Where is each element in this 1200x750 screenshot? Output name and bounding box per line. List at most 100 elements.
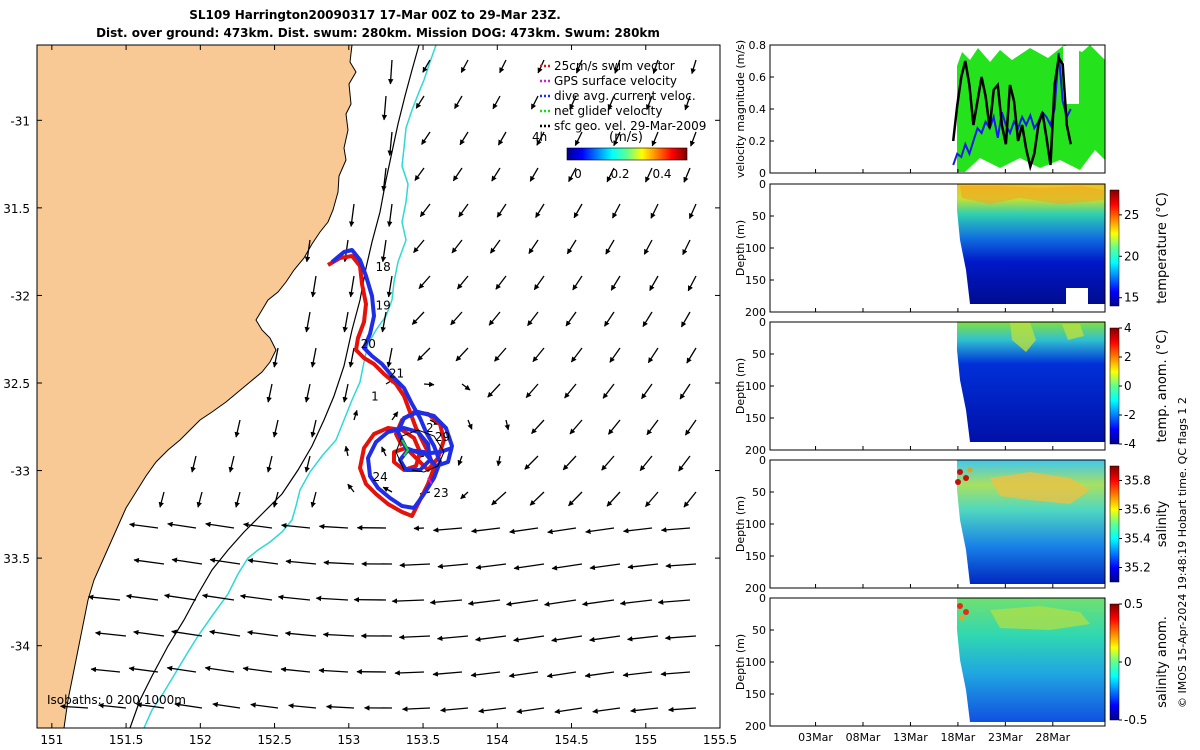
- velocity-vector: [242, 666, 273, 673]
- velocity-ylabel: velocity magnitude (m/s): [734, 40, 747, 178]
- velocity-net-line: [951, 54, 1073, 172]
- velocity-vector: [573, 203, 583, 219]
- legend-label: sfc geo. vel. 29-Mar-2009: [554, 119, 706, 133]
- colorbar-tick-label: 20: [1124, 249, 1139, 263]
- velocity-vector: [94, 630, 127, 637]
- velocity-vector: [266, 383, 273, 403]
- velocity-vector: [209, 629, 241, 637]
- velocity-vector: [487, 383, 501, 398]
- map-x-tick-label: 153: [337, 733, 360, 747]
- velocity-vector: [630, 707, 659, 714]
- velocity-vector: [421, 131, 431, 145]
- velocity-vector: [529, 491, 545, 506]
- map-x-tick-label: 152: [189, 733, 212, 747]
- velocity-vector: [491, 167, 501, 182]
- velocity-vector: [318, 667, 349, 674]
- velocity-vector: [496, 203, 507, 218]
- depth-tick-label: 0: [759, 592, 766, 605]
- depth-tick-label: 50: [752, 486, 766, 499]
- velocity-vector: [414, 167, 425, 181]
- depth-tick-label: 150: [745, 688, 766, 701]
- velocity-vector: [413, 239, 425, 253]
- velocity-vector: [391, 411, 399, 421]
- velocity-vector: [606, 491, 621, 507]
- depth-tick-label: 0: [759, 316, 766, 329]
- velocity-vector: [380, 239, 387, 263]
- velocity-vector: [128, 666, 159, 673]
- velocity-vector: [489, 239, 501, 254]
- velocity-vector: [496, 455, 502, 467]
- glider-track-green: [401, 439, 410, 457]
- velocity-vector: [535, 203, 545, 218]
- depth-tick-label: 0: [759, 178, 766, 191]
- temperature-gap: [1066, 288, 1088, 304]
- depth-tick-label: 100: [745, 380, 766, 393]
- velocity-vector: [272, 491, 279, 508]
- legend-label: dive avg. current veloc.: [554, 89, 696, 103]
- velocity-vector: [607, 419, 621, 435]
- temperature-warm-layer: [960, 186, 1104, 204]
- velocity-vector: [205, 521, 235, 529]
- velocity-vector: [310, 275, 317, 298]
- temperature-panel: [769, 183, 1120, 313]
- velocity-vector: [568, 491, 583, 507]
- glider-track-red: [326, 254, 446, 518]
- velocity-vector: [391, 598, 425, 604]
- day-label: 18: [376, 260, 391, 274]
- velocity-vector: [664, 635, 697, 641]
- depth-tick-label: 150: [745, 550, 766, 563]
- velocity-vector: [129, 522, 159, 529]
- velocity-vector: [475, 635, 507, 642]
- depth-tick-label: 100: [745, 656, 766, 669]
- velocity-vector: [167, 521, 197, 529]
- depth-tick-label: 200: [745, 306, 766, 319]
- map-x-tick-label: 151.5: [109, 733, 143, 747]
- map-y-tick-label: -34: [10, 640, 30, 654]
- colorbar-tick-label: 35.8: [1124, 474, 1151, 488]
- velocity-vector: [690, 59, 697, 75]
- velocity-vector: [280, 522, 311, 529]
- velocity-vector: [592, 707, 621, 714]
- velocity-vector: [678, 455, 691, 472]
- day-label: 21: [389, 367, 404, 381]
- temperature-field: [957, 184, 1105, 304]
- salinity-anomaly-high-core: [990, 606, 1090, 630]
- velocity-vector: [304, 311, 311, 333]
- velocity-vector: [171, 557, 203, 565]
- velocity-vector: [398, 634, 431, 640]
- colorbar-tick-label: -0.5: [1124, 713, 1147, 727]
- map-x-ticks: 151 151.5 152 152.5 153 153.5 154 154.5 155 155.5: [40, 45, 737, 747]
- velocity-vector: [569, 419, 583, 435]
- velocity-vector: [386, 347, 393, 368]
- velocity-vector: [554, 707, 583, 715]
- velocity-vector: [516, 707, 545, 714]
- velocity-vector: [388, 59, 394, 85]
- velocity-vector: [547, 527, 577, 535]
- colorbar-tick-label: 0: [1124, 655, 1132, 669]
- speed-colorbar: [566, 147, 688, 161]
- time-tick-label: 03Mar: [798, 731, 833, 744]
- velocity-vector: [683, 491, 697, 508]
- velocity-vector: [133, 557, 165, 565]
- depth-tick-label: 50: [752, 210, 766, 223]
- velocity-gap: [1063, 46, 1079, 104]
- depth-tick-label: 50: [752, 348, 766, 361]
- velocity-vector: [643, 239, 653, 255]
- velocity-vector: [423, 381, 435, 388]
- velocity-vector: [684, 95, 691, 111]
- speed-colorbar-tick: 0.2: [610, 167, 629, 181]
- velocity-vector: [665, 563, 697, 569]
- velocity-vector: [668, 706, 697, 713]
- velocity-vector: [613, 131, 621, 147]
- day-label: 24: [373, 470, 388, 484]
- glider-track-blue: [330, 248, 454, 510]
- velocity-vector: [614, 59, 621, 74]
- depth-ylabel: Depth (m): [734, 358, 747, 414]
- glider-track-magenta: [427, 477, 433, 485]
- velocity-vector: [513, 563, 545, 571]
- velocity-vector: [687, 275, 697, 292]
- colorbar-tick-label: 35.4: [1124, 532, 1151, 546]
- velocity-vector: [660, 671, 691, 677]
- colorbar-unit: (m/s): [609, 130, 643, 145]
